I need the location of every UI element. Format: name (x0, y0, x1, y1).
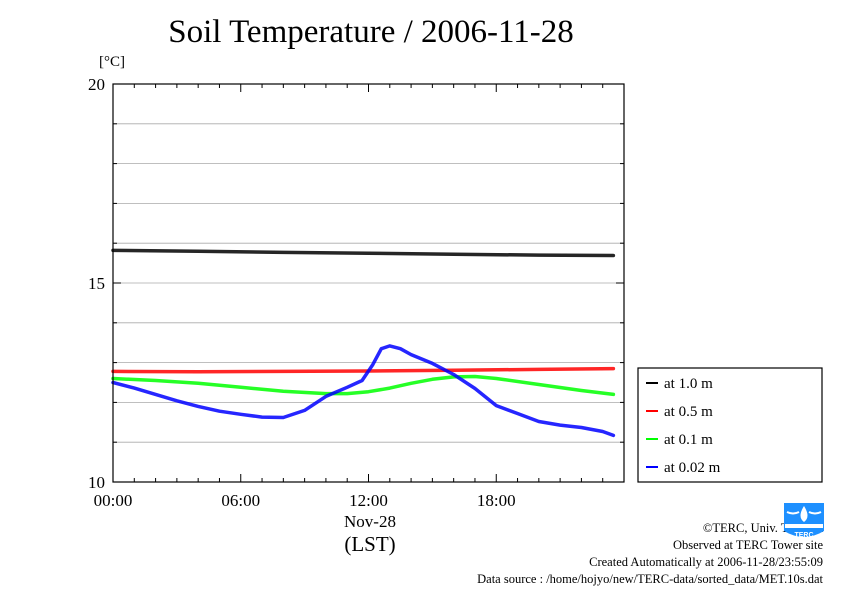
series-lines (111, 248, 616, 438)
grid-lines (113, 123, 624, 443)
x-tick-label: 12:00 (349, 491, 388, 510)
observed-text: Observed at TERC Tower site (672, 538, 823, 552)
legend-label: at 0.1 m (664, 432, 713, 448)
tick-labels: 10 15 20 00:00 06:00 12:00 18:00 (88, 75, 516, 510)
x-tick-label: 00:00 (94, 491, 133, 510)
copyright-text: ©TERC, Univ. Tsukuba (702, 521, 823, 535)
legend-label: at 1.0 m (664, 376, 713, 392)
legend-label: at 0.5 m (664, 404, 713, 420)
axis-ticks (112, 83, 625, 483)
legend: at 1.0 m at 0.5 m at 0.1 m at 0.02 m (637, 367, 823, 483)
data-source-text: Data source : /home/hojyo/new/TERC-data/… (477, 572, 823, 586)
y-tick-label: 20 (88, 75, 105, 94)
y-tick-label: 10 (88, 473, 105, 492)
legend-box (637, 367, 823, 483)
series-line (111, 344, 616, 438)
legend-label: at 0.02 m (664, 460, 721, 476)
chart-title: Soil Temperature / 2006-11-28 (168, 14, 574, 50)
x-tick-label: 06:00 (221, 491, 260, 510)
logo-text: TERC (794, 532, 813, 539)
terc-logo-icon: TERC (784, 503, 824, 539)
x-axis-timezone-label: (LST) (344, 532, 396, 556)
created-text: Created Automatically at 2006-11-28/23:5… (589, 555, 823, 569)
credits-block: ©TERC, Univ. Tsukuba Observed at TERC To… (477, 520, 823, 588)
x-tick-label: 18:00 (477, 491, 516, 510)
series-line (111, 366, 616, 374)
y-tick-label: 15 (88, 274, 105, 293)
x-axis-date-label: Nov-28 (344, 512, 396, 531)
series-line (111, 248, 616, 258)
series-line (111, 374, 616, 397)
y-axis-unit-label: [°C] (99, 54, 125, 70)
